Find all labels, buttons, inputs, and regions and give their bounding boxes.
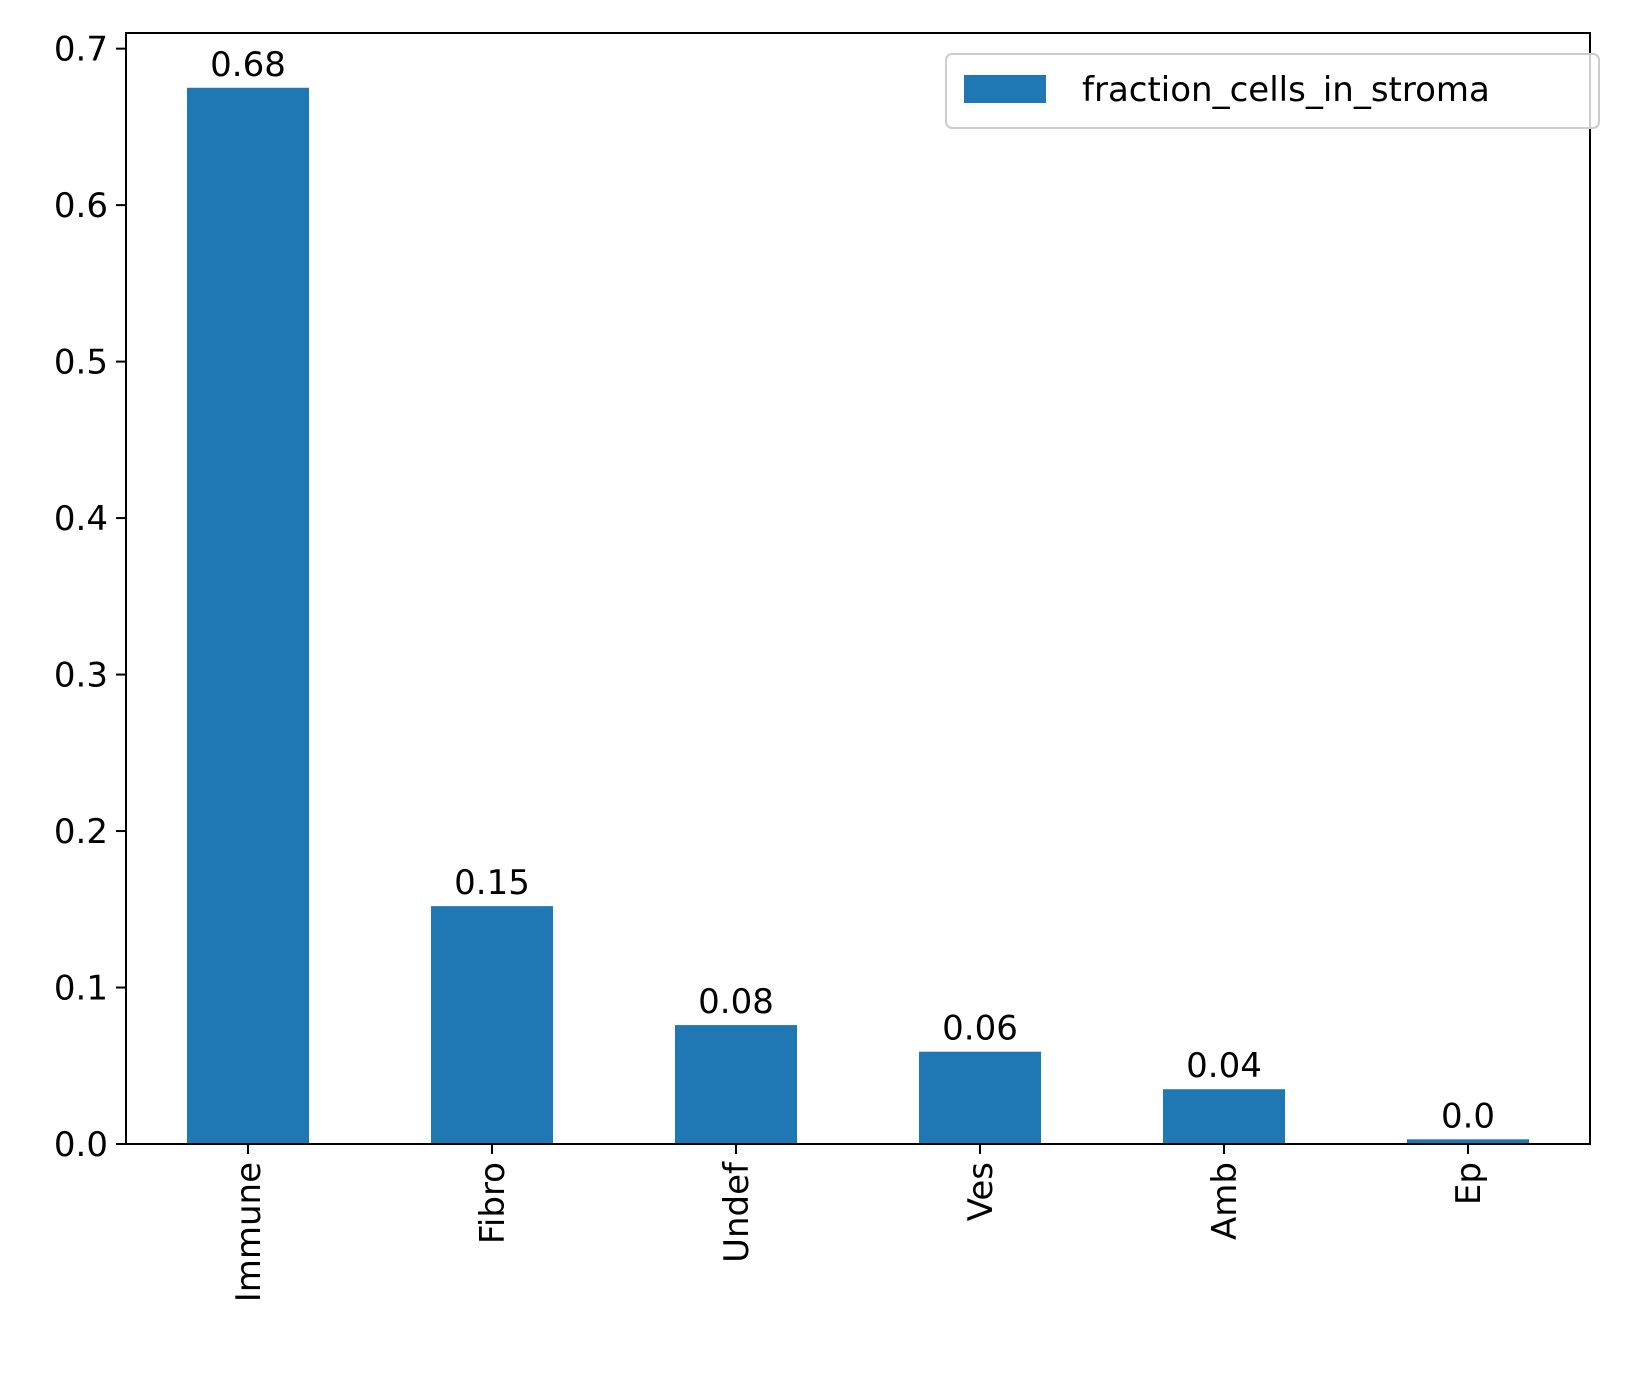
x-tick-label: Undef: [717, 1161, 757, 1263]
x-tick-label: Amb: [1205, 1162, 1245, 1240]
bar-fibro: [431, 906, 553, 1144]
y-tick-label: 0.3: [54, 656, 108, 696]
bar-value-label: 0.06: [942, 1009, 1018, 1049]
x-axis: Immune Fibro Undef Ves Amb Ep: [229, 1144, 1489, 1302]
bar-ep: [1407, 1139, 1529, 1144]
legend: fraction_cells_in_stroma: [945, 53, 1600, 129]
y-axis: 0.0 0.1 0.2 0.3 0.4 0.5 0.6 0.7: [54, 30, 126, 1165]
bar-amb: [1163, 1089, 1285, 1144]
y-tick-label: 0.6: [54, 186, 108, 226]
y-tick-label: 0.0: [54, 1125, 108, 1165]
legend-label: fraction_cells_in_stroma: [1082, 70, 1490, 110]
bar-value-label: 0.0: [1441, 1096, 1495, 1136]
bar-value-label: 0.15: [454, 863, 530, 903]
y-tick-label: 0.4: [54, 499, 108, 539]
y-tick-label: 0.7: [54, 30, 108, 70]
plot-frame: [125, 32, 1591, 1145]
bar-undef: [675, 1025, 797, 1144]
y-tick-label: 0.2: [54, 812, 108, 852]
x-tick-label: Ep: [1449, 1162, 1489, 1205]
bar-labels-group: 0.68 0.15 0.08 0.06 0.04 0.0: [210, 45, 1495, 1137]
bar-immune: [187, 87, 309, 1145]
bar-ves: [919, 1051, 1041, 1144]
y-tick-label: 0.5: [54, 343, 108, 383]
legend-swatch: [964, 75, 1046, 103]
x-tick-label: Ves: [961, 1162, 1001, 1221]
bars-group: [187, 87, 1529, 1145]
x-tick-label: Fibro: [473, 1162, 513, 1244]
y-tick-label: 0.1: [54, 969, 108, 1009]
bar-value-label: 0.68: [210, 45, 286, 85]
legend-box: [945, 53, 1600, 129]
x-tick-label: Immune: [229, 1162, 269, 1302]
bar-value-label: 0.04: [1186, 1046, 1262, 1086]
bar-value-label: 0.08: [698, 982, 774, 1022]
